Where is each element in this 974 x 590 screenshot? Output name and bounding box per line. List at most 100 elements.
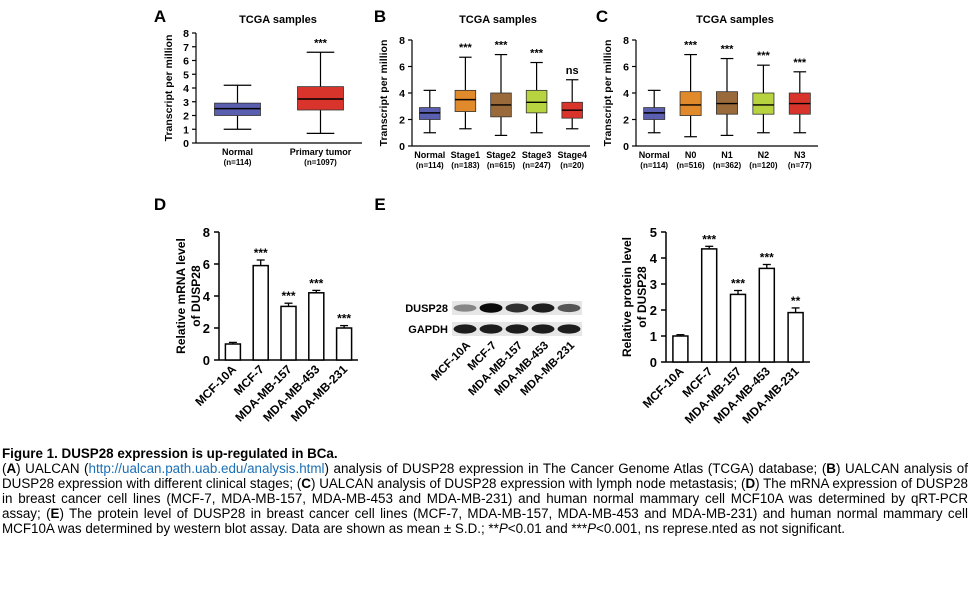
caption-text: ) UALCAN analysis of DUSP28 expression w…: [310, 476, 746, 491]
sample-size-label: (n=183): [451, 161, 480, 170]
significance-label: ***: [731, 277, 745, 291]
blot-lane-label: MCF-10A: [429, 340, 473, 384]
y-tick-label: 2: [399, 115, 405, 127]
y-tick-label: 5: [183, 69, 189, 81]
y-tick-label: 7: [183, 42, 189, 54]
blot-band: [453, 304, 477, 312]
panel-title: TCGA samples: [459, 14, 537, 26]
figure-caption: Figure 1. DUSP28 expression is up-regula…: [2, 446, 968, 536]
caption-label-b: B: [826, 461, 836, 476]
y-tick-label: 0: [399, 141, 405, 153]
p-symbol: P: [498, 521, 508, 536]
sample-size-label: (n=120): [749, 161, 778, 170]
y-tick-label: 8: [399, 35, 405, 47]
blot-row-label: GAPDH: [408, 324, 448, 336]
significance-label: ***: [760, 251, 774, 265]
y-tick-label: 6: [623, 62, 629, 74]
y-tick-label: 0: [623, 141, 629, 153]
y-tick-label: 4: [183, 83, 189, 95]
significance-label: **: [791, 294, 801, 308]
caption-text: UALCAN (: [20, 461, 89, 476]
y-tick-label: 8: [623, 35, 629, 47]
category-label: Stage1: [451, 150, 481, 160]
bar: [672, 335, 689, 363]
sample-size-label: (n=77): [788, 161, 812, 170]
caption-label-d: D: [745, 476, 756, 491]
y-tick-label: 3: [650, 277, 657, 292]
y-tick-label: 2: [650, 303, 657, 318]
y-tick-label: 4: [650, 251, 658, 266]
significance-label: ***: [281, 289, 295, 303]
y-tick-label: 8: [183, 28, 189, 40]
y-tick-label: 4: [623, 88, 629, 100]
sample-size-label: (n=615): [487, 161, 516, 170]
category-label: N1: [721, 150, 733, 160]
y-tick-label: 2: [623, 115, 629, 127]
y-tick-label: 2: [183, 111, 189, 123]
panel-letter: D: [154, 195, 166, 214]
category-label: Stage4: [557, 150, 587, 160]
blot-row-label: DUSP28: [405, 303, 448, 315]
category-label: MCF-10A: [640, 364, 687, 411]
sample-size-label: (n=114): [416, 161, 444, 170]
sample-size-label: (n=247): [522, 161, 551, 170]
y-tick-label: 0: [650, 355, 657, 370]
category-label: Primary tumor: [290, 147, 352, 157]
y-axis-label: Relative protein level: [620, 237, 634, 357]
sample-size-label: (n=114): [640, 161, 668, 170]
bar: [280, 305, 297, 361]
y-tick-label: 6: [399, 62, 405, 74]
category-label: N3: [794, 150, 806, 160]
caption-text: ) The mRNA expression of DUSP28 in breas…: [2, 476, 968, 521]
category-label: N2: [758, 150, 770, 160]
blot-band: [505, 303, 529, 313]
y-tick-label: 4: [399, 88, 405, 100]
significance-label: ***: [721, 44, 735, 56]
blot-band: [557, 303, 581, 313]
sample-size-label: (n=1097): [304, 158, 337, 167]
significance-label: ***: [254, 246, 268, 260]
caption-label-e: E: [50, 506, 60, 521]
box: [679, 91, 702, 116]
y-tick-label: 0: [203, 353, 210, 368]
bar: [787, 311, 804, 363]
category-label: Normal: [414, 150, 445, 160]
ualcan-link[interactable]: http://ualcan.path.uab.edu/analysis.html: [88, 461, 325, 476]
bar: [252, 264, 269, 361]
blot-band: [557, 324, 581, 334]
significance-label: ***: [793, 57, 807, 69]
blot-band: [479, 303, 503, 313]
caption-label-c: C: [301, 476, 311, 491]
y-axis-label: Relative mRNA level: [174, 238, 188, 354]
blot-band: [531, 303, 555, 313]
category-label: Normal: [639, 150, 670, 160]
significance-label: ns: [566, 65, 579, 77]
box: [454, 89, 477, 112]
significance-label: ***: [309, 276, 323, 290]
significance-label: ***: [459, 42, 473, 54]
y-tick-label: 3: [183, 97, 189, 109]
y-axis-label: of DUSP28: [635, 266, 649, 328]
caption-text: ) UALCAN analysis of DUSP28 expression w…: [2, 461, 968, 491]
blot-band: [531, 324, 555, 334]
significance-label: ***: [684, 40, 698, 52]
y-tick-label: 2: [203, 321, 210, 336]
significance-label: ***: [702, 232, 716, 246]
blot-band: [479, 324, 503, 334]
blot-band: [453, 324, 477, 334]
y-tick-label: 6: [183, 56, 189, 68]
sample-size-label: (n=114): [224, 158, 252, 167]
bar: [308, 292, 325, 361]
category-label: Stage2: [486, 150, 516, 160]
category-label: Stage3: [522, 150, 552, 160]
y-tick-label: 5: [650, 225, 657, 240]
significance-label: ***: [337, 312, 351, 326]
panel-title: TCGA samples: [696, 14, 774, 26]
caption-text: ) analysis of DUSP28 expression in The C…: [324, 461, 827, 476]
bar: [758, 267, 776, 363]
y-axis-label: Transcript per million: [602, 40, 614, 147]
category-label: N0: [685, 150, 697, 160]
caption-text: ) The protein level of DUSP28 in breast …: [2, 506, 968, 536]
y-tick-label: 1: [183, 124, 189, 136]
